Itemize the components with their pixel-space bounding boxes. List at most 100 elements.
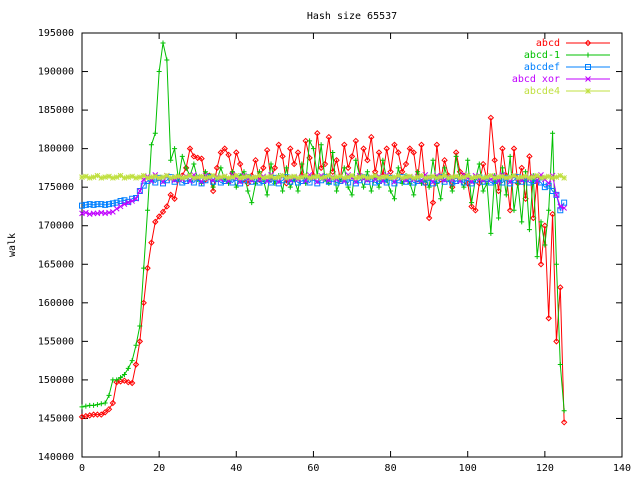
point-marker — [515, 175, 521, 181]
point-marker — [132, 361, 140, 368]
point-marker — [465, 157, 471, 163]
point-marker — [164, 57, 170, 63]
point-marker — [352, 137, 360, 145]
point-marker — [241, 174, 247, 181]
point-marker — [314, 130, 321, 137]
y-tick-label: 185000 — [38, 105, 74, 116]
point-marker — [553, 192, 560, 198]
point-marker — [426, 184, 432, 190]
point-marker — [542, 174, 548, 181]
point-marker — [368, 174, 375, 181]
point-marker — [202, 175, 209, 181]
point-marker — [503, 175, 510, 181]
point-marker — [341, 141, 348, 148]
point-marker — [145, 207, 151, 213]
point-marker — [372, 172, 378, 179]
point-marker — [383, 179, 390, 186]
point-marker — [449, 174, 456, 181]
point-marker — [133, 194, 139, 201]
point-marker — [299, 174, 305, 181]
point-marker — [349, 192, 355, 198]
point-marker — [125, 199, 132, 206]
point-marker — [550, 130, 556, 136]
point-marker — [549, 175, 556, 181]
point-marker — [380, 157, 386, 163]
y-tick-label: 165000 — [38, 259, 74, 270]
point-marker — [403, 174, 409, 181]
point-marker — [98, 401, 104, 407]
y-axis-label: walk — [7, 233, 18, 257]
point-marker — [383, 145, 390, 152]
point-marker — [102, 201, 109, 208]
point-marker — [545, 173, 552, 180]
point-marker — [415, 169, 421, 175]
point-marker — [537, 261, 545, 268]
point-marker — [344, 164, 352, 172]
x-tick-label: 140 — [613, 463, 631, 474]
point-marker — [90, 201, 97, 208]
point-marker — [561, 408, 567, 414]
point-marker — [430, 173, 436, 180]
point-marker — [295, 188, 301, 194]
point-marker — [198, 155, 205, 162]
point-marker — [125, 365, 131, 371]
point-marker — [557, 361, 563, 367]
point-marker — [491, 175, 498, 181]
point-marker — [144, 175, 151, 181]
point-marker — [125, 379, 132, 386]
point-marker — [137, 188, 143, 194]
point-marker — [337, 178, 344, 185]
point-marker — [148, 239, 155, 246]
point-marker — [472, 174, 479, 181]
point-marker — [480, 175, 486, 181]
legend-label: abcd — [536, 38, 560, 49]
point-marker — [245, 188, 251, 194]
point-marker — [526, 153, 533, 160]
point-marker — [325, 133, 333, 141]
point-marker — [229, 174, 236, 181]
point-marker — [86, 175, 93, 181]
point-marker — [414, 174, 421, 181]
point-marker — [213, 164, 221, 172]
point-marker — [557, 172, 564, 179]
point-marker — [561, 205, 567, 211]
point-marker — [91, 402, 97, 408]
point-marker — [534, 254, 540, 260]
point-marker — [337, 173, 344, 180]
point-marker — [245, 173, 251, 180]
point-marker — [148, 142, 154, 148]
point-marker — [105, 405, 113, 413]
point-marker — [549, 210, 556, 218]
y-tick-label: 150000 — [38, 375, 74, 386]
point-marker — [275, 141, 282, 148]
chart-title: Hash size 65537 — [307, 11, 397, 22]
point-marker — [117, 203, 124, 210]
point-marker — [210, 184, 216, 190]
point-marker — [94, 402, 100, 408]
point-marker — [334, 188, 340, 194]
point-marker — [479, 160, 487, 168]
point-marker — [499, 179, 506, 186]
series-line — [81, 42, 565, 411]
x-tick-label: 20 — [153, 463, 165, 474]
point-marker — [287, 145, 294, 152]
point-marker — [511, 172, 517, 179]
point-marker — [290, 160, 298, 168]
point-marker — [152, 173, 159, 180]
point-marker — [526, 227, 532, 233]
point-marker — [210, 177, 216, 184]
point-marker — [541, 222, 549, 229]
y-tick-label: 160000 — [38, 298, 74, 309]
point-marker — [279, 172, 286, 179]
point-marker — [314, 173, 321, 180]
point-marker — [268, 173, 274, 180]
point-marker — [341, 165, 347, 171]
point-marker — [360, 173, 367, 180]
point-marker — [83, 173, 89, 180]
point-marker — [152, 130, 158, 136]
point-marker — [283, 165, 289, 171]
point-marker — [585, 88, 591, 94]
point-marker — [364, 156, 371, 164]
point-marker — [410, 175, 417, 181]
